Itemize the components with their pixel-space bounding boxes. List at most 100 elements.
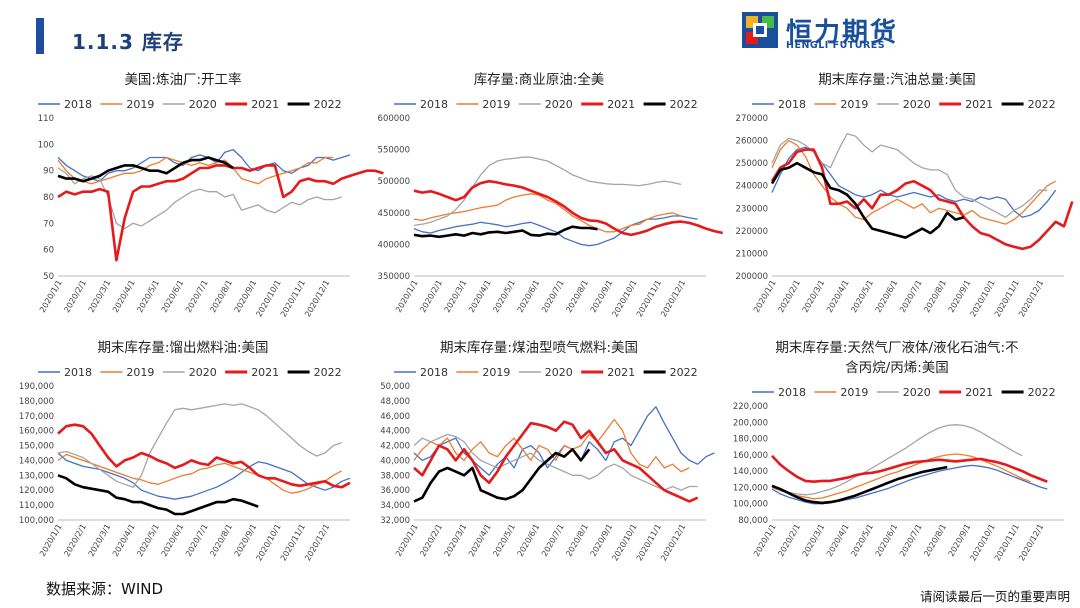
y-tick-label: 50 — [43, 272, 54, 282]
chart-title: 美国:炼油厂:开工率 — [124, 71, 241, 88]
y-tick-label: 70 — [43, 219, 54, 229]
y-tick-label: 180,000 — [19, 397, 54, 407]
y-tick-label: 40,000 — [380, 456, 410, 466]
x-tick-label: 2020/2/1 — [776, 523, 802, 559]
y-tick-label: 270000 — [736, 114, 768, 124]
legend-label-2019: 2019 — [126, 366, 154, 379]
series-line-2021 — [57, 423, 351, 489]
legend-label-2022: 2022 — [314, 98, 342, 111]
series-line-2019 — [413, 418, 690, 473]
chart-panel-jet-fuel-inventory: 期末库存量:煤油型喷气燃料:美国 2018 2019 2020 2021 2022 32,0… — [364, 336, 715, 576]
y-tick-label: 120,000 — [19, 486, 54, 496]
legend-label-2021: 2021 — [965, 98, 993, 111]
x-tick-label: 2020/10/1 — [610, 279, 638, 319]
x-tick-label: 2020/1/1 — [394, 279, 420, 315]
chart-panel-distillate-inventory: 期末库存量:馏出燃料油:美国 2018 2019 2020 2021 2022 100,00… — [8, 336, 358, 576]
y-tick-label: 48,000 — [380, 397, 410, 407]
series-line-2020 — [771, 424, 1023, 496]
y-tick-label: 160,000 — [19, 427, 54, 437]
series-line-2019 — [771, 453, 1031, 500]
series-line-2022 — [413, 448, 591, 503]
legend-label-2019: 2019 — [840, 386, 868, 399]
series-line-2020 — [57, 403, 342, 488]
legend-label-2020: 2020 — [189, 366, 217, 379]
series-line-2021 — [57, 164, 384, 262]
x-tick-label: 2020/5/1 — [491, 523, 517, 559]
y-tick-label: 500000 — [378, 177, 410, 187]
y-tick-label: 210000 — [736, 249, 768, 259]
chart-title: 期末库存量:煤油型喷气燃料:美国 — [440, 339, 638, 356]
disclaimer: 请阅读最后一页的重要声明 — [919, 589, 1070, 604]
legend-label-2022: 2022 — [670, 366, 698, 379]
chart-distillate-inventory: 期末库存量:馏出燃料油:美国 2018 2019 2020 2021 2022 100,00… — [19, 339, 351, 563]
legend-label-2020: 2020 — [545, 98, 573, 111]
x-tick-label: 2020/2/1 — [62, 523, 88, 559]
x-tick-label: 2020/2/1 — [776, 279, 802, 315]
chart-title: 库存量:商业原油:全美 — [474, 71, 605, 88]
y-tick-label: 60 — [43, 246, 54, 256]
y-tick-label: 600000 — [378, 114, 410, 124]
y-tick-label: 44,000 — [380, 427, 410, 437]
y-tick-label: 250000 — [736, 159, 768, 169]
x-tick-label: 2020/5/1 — [135, 279, 161, 315]
series-line-2021 — [413, 179, 723, 237]
x-tick-label: 2020/11/1 — [993, 279, 1021, 319]
x-tick-label: 2020/6/1 — [516, 523, 542, 559]
y-tick-label: 180,000 — [733, 435, 768, 445]
series-line-2019 — [57, 453, 343, 494]
x-tick-label: 2020/6/1 — [160, 523, 186, 559]
y-tick-label: 110 — [38, 114, 54, 124]
x-tick-label: 2020/7/1 — [898, 279, 924, 315]
x-tick-label: 2020/1/1 — [38, 523, 64, 559]
y-tick-label: 34,000 — [380, 501, 410, 511]
legend-label-2022: 2022 — [670, 98, 698, 111]
series-line-2020 — [413, 156, 682, 227]
legend-label-2021: 2021 — [607, 366, 635, 379]
x-tick-label: 2020/10/1 — [254, 279, 282, 319]
y-tick-label: 260000 — [736, 137, 768, 147]
company-logo: 恒力期货 HENGLI FUTURES — [742, 12, 912, 52]
x-tick-label: 2020/10/1 — [968, 279, 996, 319]
x-tick-label: 2020/11/1 — [279, 523, 307, 563]
y-tick-label: 450000 — [378, 209, 410, 219]
y-tick-label: 100,000 — [19, 516, 54, 526]
x-tick-label: 2020/4/1 — [825, 523, 851, 559]
legend-label-2018: 2018 — [778, 98, 806, 111]
x-tick-label: 2020/8/1 — [564, 523, 590, 559]
chart-title: 期末库存量:馏出燃料油:美国 — [97, 339, 268, 356]
x-tick-label: 2020/4/1 — [825, 279, 851, 315]
legend-label-2021: 2021 — [251, 366, 279, 379]
series-line-2019 — [413, 193, 682, 233]
x-tick-label: 2020/7/1 — [898, 523, 924, 559]
series-line-2020 — [57, 167, 342, 230]
legend-label-2018: 2018 — [420, 366, 448, 379]
series-line-2022 — [57, 474, 259, 516]
y-tick-label: 190,000 — [19, 382, 54, 392]
x-tick-label: 2020/10/1 — [968, 523, 996, 563]
x-tick-label: 2020/6/1 — [874, 279, 900, 315]
legend-label-2021: 2021 — [965, 386, 993, 399]
y-tick-label: 240000 — [736, 182, 768, 192]
x-tick-label: 2020/9/1 — [947, 523, 973, 559]
chart-crude-inventory: 库存量:商业原油:全美 2018 2019 2020 2021 2022 350000 400… — [378, 71, 723, 319]
y-tick-label: 140,000 — [19, 456, 54, 466]
x-tick-label: 2020/9/1 — [589, 279, 615, 315]
series-line-2018 — [57, 452, 351, 500]
x-tick-label: 2020/7/1 — [184, 523, 210, 559]
x-tick-label: 2020/1/1 — [394, 523, 420, 559]
legend-label-2018: 2018 — [64, 98, 92, 111]
x-tick-label: 2020/12/1 — [303, 279, 331, 319]
chart-refinery-utilization: 美国:炼油厂:开工率 2018 2019 2020 2021 2022 50 60 70 80 90… — [38, 71, 384, 319]
x-tick-label: 2020/6/1 — [874, 523, 900, 559]
legend-label-2018: 2018 — [420, 98, 448, 111]
x-tick-label: 2020/8/1 — [208, 523, 234, 559]
series-line-2022 — [770, 161, 965, 239]
chart-panel-crude-inventory: 库存量:商业原油:全美 2018 2019 2020 2021 2022 350000 400… — [364, 68, 723, 332]
x-tick-label: 2020/11/1 — [993, 523, 1021, 563]
logo-name-en: HENGLI FUTURES — [786, 40, 886, 51]
x-tick-label: 2020/10/1 — [610, 523, 638, 563]
x-tick-label: 2020/6/1 — [516, 279, 542, 315]
x-tick-label: 2020/10/1 — [254, 523, 282, 563]
series-line-2020 — [771, 133, 1048, 218]
